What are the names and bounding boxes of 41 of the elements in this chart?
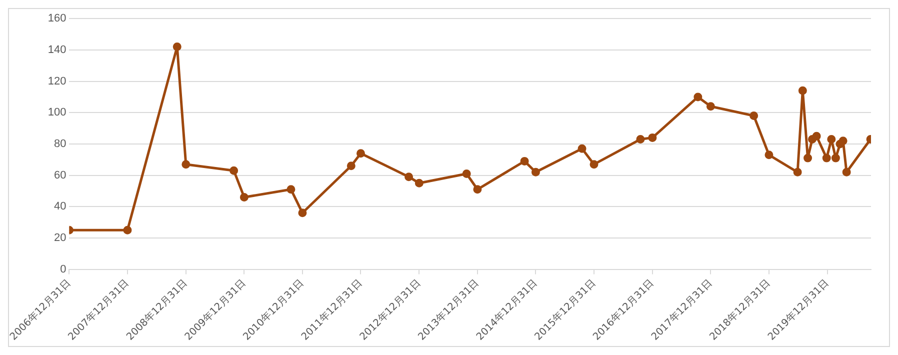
point	[798, 86, 807, 95]
point	[404, 172, 414, 182]
point	[590, 160, 598, 169]
point	[172, 42, 182, 52]
point	[230, 166, 238, 175]
point	[827, 135, 836, 144]
y-tick-label: 60	[54, 169, 66, 182]
point	[793, 168, 802, 176]
point	[822, 154, 831, 162]
point	[520, 156, 529, 166]
y-tick-label: 40	[54, 200, 66, 213]
point	[346, 162, 356, 170]
y-tick-label: 20	[54, 232, 66, 244]
point	[842, 168, 851, 176]
point	[831, 154, 840, 162]
point	[636, 135, 645, 144]
point	[812, 132, 821, 140]
point	[473, 185, 482, 194]
point	[694, 92, 702, 102]
y-tick-label: 120	[48, 75, 66, 88]
point	[298, 208, 307, 218]
point	[804, 154, 812, 162]
point	[182, 160, 190, 169]
point	[123, 226, 132, 234]
point	[838, 136, 848, 146]
point	[414, 178, 424, 188]
y-tick-label: 0	[60, 263, 66, 276]
point	[648, 133, 657, 142]
point	[706, 102, 715, 111]
point	[531, 168, 540, 176]
point	[240, 192, 248, 202]
point	[356, 149, 365, 158]
y-tick-label: 160	[48, 12, 66, 25]
y-tick-label: 140	[48, 44, 66, 56]
point	[750, 112, 758, 120]
point	[764, 150, 774, 160]
point	[462, 169, 471, 178]
y-tick-label: 100	[48, 106, 66, 119]
y-tick-label: 80	[54, 138, 66, 150]
point	[286, 185, 296, 194]
point	[578, 144, 586, 153]
